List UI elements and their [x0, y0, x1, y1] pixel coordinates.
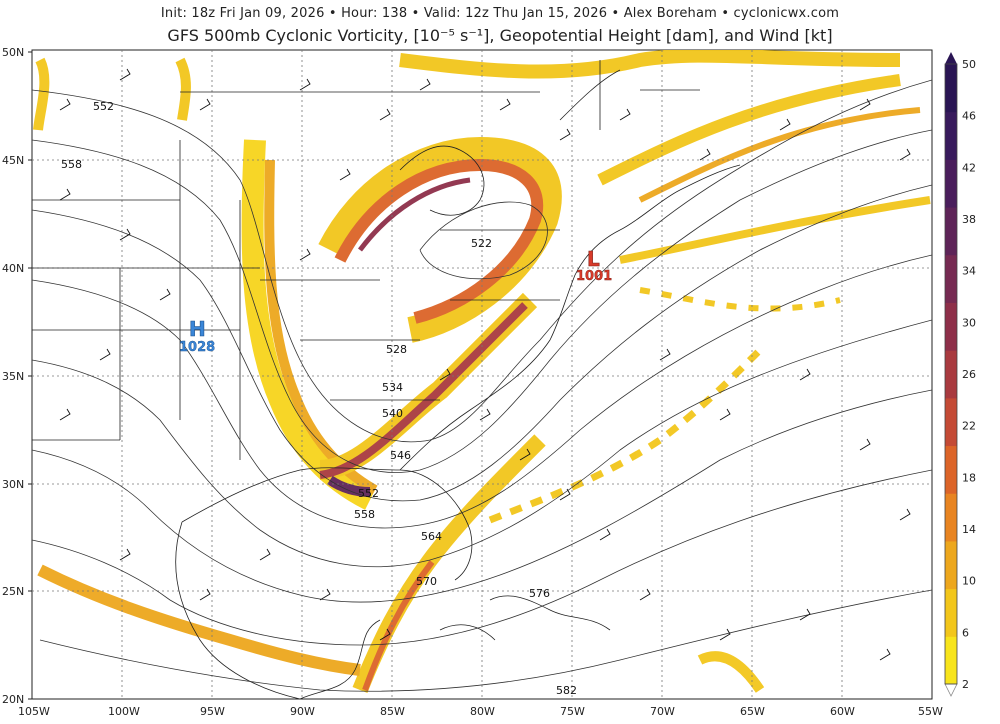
lon-label: 105W	[18, 705, 50, 718]
colorbar-max-arrow	[945, 52, 957, 64]
colorbar-label: 14	[962, 523, 976, 536]
lon-label: 100W	[108, 705, 140, 718]
wind-barbs	[59, 68, 911, 661]
colorbar-segments	[945, 64, 957, 685]
lat-label: 50N	[2, 46, 24, 59]
coastlines	[32, 60, 741, 699]
colorbar-label: 46	[962, 110, 976, 123]
colorbar-segment	[945, 64, 957, 113]
colorbar-label: 42	[962, 161, 976, 174]
colorbar-segment	[945, 588, 957, 637]
contour-label: 528	[386, 343, 407, 356]
colorbar-segment	[945, 111, 957, 160]
colorbar-segment	[945, 207, 957, 256]
contour-label: 558	[61, 158, 82, 171]
colorbar-segment	[945, 350, 957, 399]
contour-label: 552	[358, 487, 379, 500]
low-letter: L	[587, 247, 600, 271]
lat-label: 30N	[2, 478, 24, 491]
contour-labels: 552 558 522 528 534 540 546 552 558 564 …	[61, 100, 577, 697]
latitude-labels: 50N 45N 40N 35N 30N 25N 20N	[2, 46, 32, 706]
contour-label: 576	[529, 587, 550, 600]
low-pressure-center: L 1001	[576, 247, 613, 285]
colorbar-label: 50	[962, 58, 976, 71]
lon-label: 80W	[470, 705, 495, 718]
latlon-grid	[32, 50, 932, 699]
lon-label: 75W	[560, 705, 585, 718]
lon-label: 85W	[380, 705, 405, 718]
colorbar-label: 6	[962, 626, 969, 639]
vorticity-shading	[33, 50, 931, 693]
colorbar-segment	[945, 159, 957, 208]
colorbar-label: 34	[962, 265, 976, 278]
lon-label: 95W	[200, 705, 225, 718]
colorbar-label: 38	[962, 213, 976, 226]
colorbar-label: 2	[962, 678, 969, 691]
colorbar: 50 46 42 38 34 30 26 22 18 14 10 6 2	[944, 52, 976, 697]
lon-label: 55W	[918, 705, 943, 718]
longitude-labels: 105W 100W 95W 90W 85W 80W 75W 70W 65W 60…	[18, 705, 943, 718]
high-pressure-value: 1028	[179, 340, 215, 355]
lat-label: 35N	[2, 370, 24, 383]
lon-label: 70W	[650, 705, 675, 718]
contour-label: 552	[93, 100, 114, 113]
colorbar-segment	[945, 540, 957, 590]
contour-label: 534	[382, 381, 403, 394]
contour-label: 522	[471, 237, 492, 250]
contour-label: 564	[421, 530, 442, 543]
lat-label: 40N	[2, 262, 24, 275]
colorbar-segment	[945, 254, 957, 303]
colorbar-min-arrow	[944, 683, 958, 697]
contour-label: 546	[390, 449, 411, 462]
lon-label: 90W	[290, 705, 315, 718]
colorbar-segment	[945, 636, 957, 685]
map-layers: 552 558 522 528 534 540 546 552 558 564 …	[32, 50, 932, 699]
contour-label: 540	[382, 407, 403, 420]
lon-label: 65W	[740, 705, 765, 718]
contour-label: 558	[354, 508, 375, 521]
colorbar-label: 18	[962, 471, 976, 484]
colorbar-label: 10	[962, 575, 976, 588]
colorbar-label: 26	[962, 368, 976, 381]
lat-label: 45N	[2, 154, 24, 167]
colorbar-segment	[945, 493, 957, 542]
colorbar-label: 30	[962, 316, 976, 329]
colorbar-segment	[945, 445, 957, 494]
chart-title: GFS 500mb Cyclonic Vorticity, [10⁻⁵ s⁻¹]…	[167, 26, 833, 45]
run-info: Init: 18z Fri Jan 09, 2026 • Hour: 138 •…	[160, 6, 840, 21]
high-letter: H	[189, 317, 206, 341]
colorbar-label: 22	[962, 420, 976, 433]
colorbar-segment	[945, 397, 957, 447]
contour-label: 582	[556, 684, 577, 697]
high-pressure-center: H 1028	[179, 317, 216, 356]
height-contours	[32, 79, 932, 692]
colorbar-segment	[945, 302, 957, 351]
contour-label: 570	[416, 575, 437, 588]
lat-label: 25N	[2, 585, 24, 598]
lon-label: 60W	[830, 705, 855, 718]
low-pressure-value: 1001	[576, 269, 612, 284]
colorbar-labels: 50 46 42 38 34 30 26 22 18 14 10 6 2	[962, 58, 976, 691]
lat-label: 20N	[2, 693, 24, 706]
